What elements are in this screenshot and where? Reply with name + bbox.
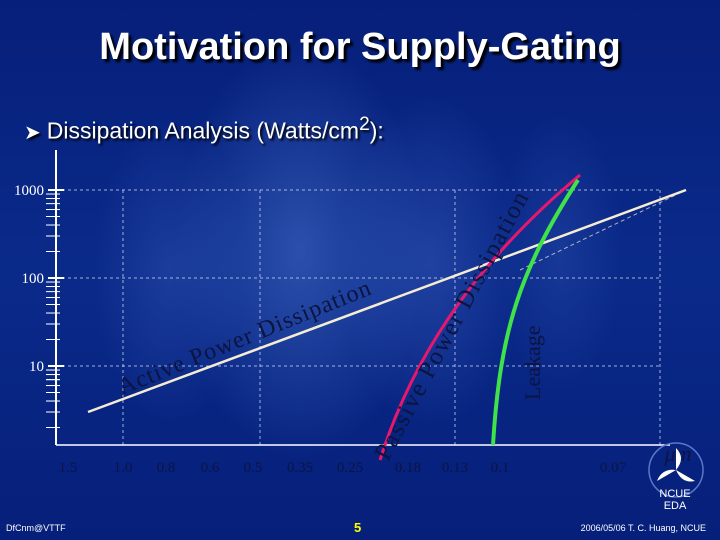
y-minor-ticks: [46, 193, 60, 429]
x-tick-label: 0.8: [157, 460, 176, 476]
ncue-logo-icon: [648, 442, 704, 498]
x-tick-labels: 1.5 1.0 0.8 0.6 0.5 0.35 0.25 0.18 0.13 0.1 0.07: [59, 460, 627, 476]
bullet-tail: ):: [369, 117, 384, 144]
x-tick-label: 1.5: [59, 460, 78, 476]
y-tick-labels: 1000 100 10: [14, 183, 44, 375]
x-tick-label: 0.1: [491, 460, 510, 476]
x-tick-label: 0.6: [201, 460, 220, 476]
slide-title: Motivation for Supply-Gating: [99, 26, 621, 68]
x-tick-label: 0.5: [244, 460, 263, 476]
x-tick-label: 0.35: [287, 460, 313, 476]
x-tick-label: 0.25: [337, 460, 363, 476]
bullet-dissipation-analysis: ➤ Dissipation Analysis (Watts/cm2):: [24, 114, 384, 145]
chart-axes: [48, 150, 670, 446]
label-active-power-dissipation: Active Power Dissipation: [115, 275, 375, 400]
logo-text-eda: EDA: [663, 500, 687, 512]
footer-author: DfCnm@VTTF: [6, 523, 66, 533]
series-passive-power-line: [378, 173, 581, 461]
series-active-power-extension: [519, 189, 687, 271]
chart-grid: [56, 189, 661, 445]
x-tick-label: 1.0: [114, 460, 133, 476]
bullet-text: Dissipation Analysis (Watts/cm: [46, 117, 360, 144]
x-tick-label: 0.07: [600, 460, 627, 476]
x-tick-label: 0.18: [395, 460, 421, 476]
page-number: 5: [354, 520, 362, 535]
y-tick-label: 10: [29, 359, 44, 375]
series-leakage-line: [491, 178, 580, 446]
footer-date: 2006/05/06 T. C. Huang, NCUE: [580, 523, 706, 533]
series-active-power-line: [87, 188, 687, 414]
chart-curves: [87, 173, 687, 461]
x-tick-label: 0.13: [442, 460, 468, 476]
logo-text-ncue: NCUE: [659, 488, 691, 500]
bullet-arrow-icon: ➤: [24, 121, 41, 144]
label-leakage: Leakage: [520, 326, 545, 401]
y-tick-label: 1000: [14, 183, 44, 199]
y-tick-label: 100: [22, 271, 45, 287]
bullet-superscript: 2: [359, 114, 370, 135]
